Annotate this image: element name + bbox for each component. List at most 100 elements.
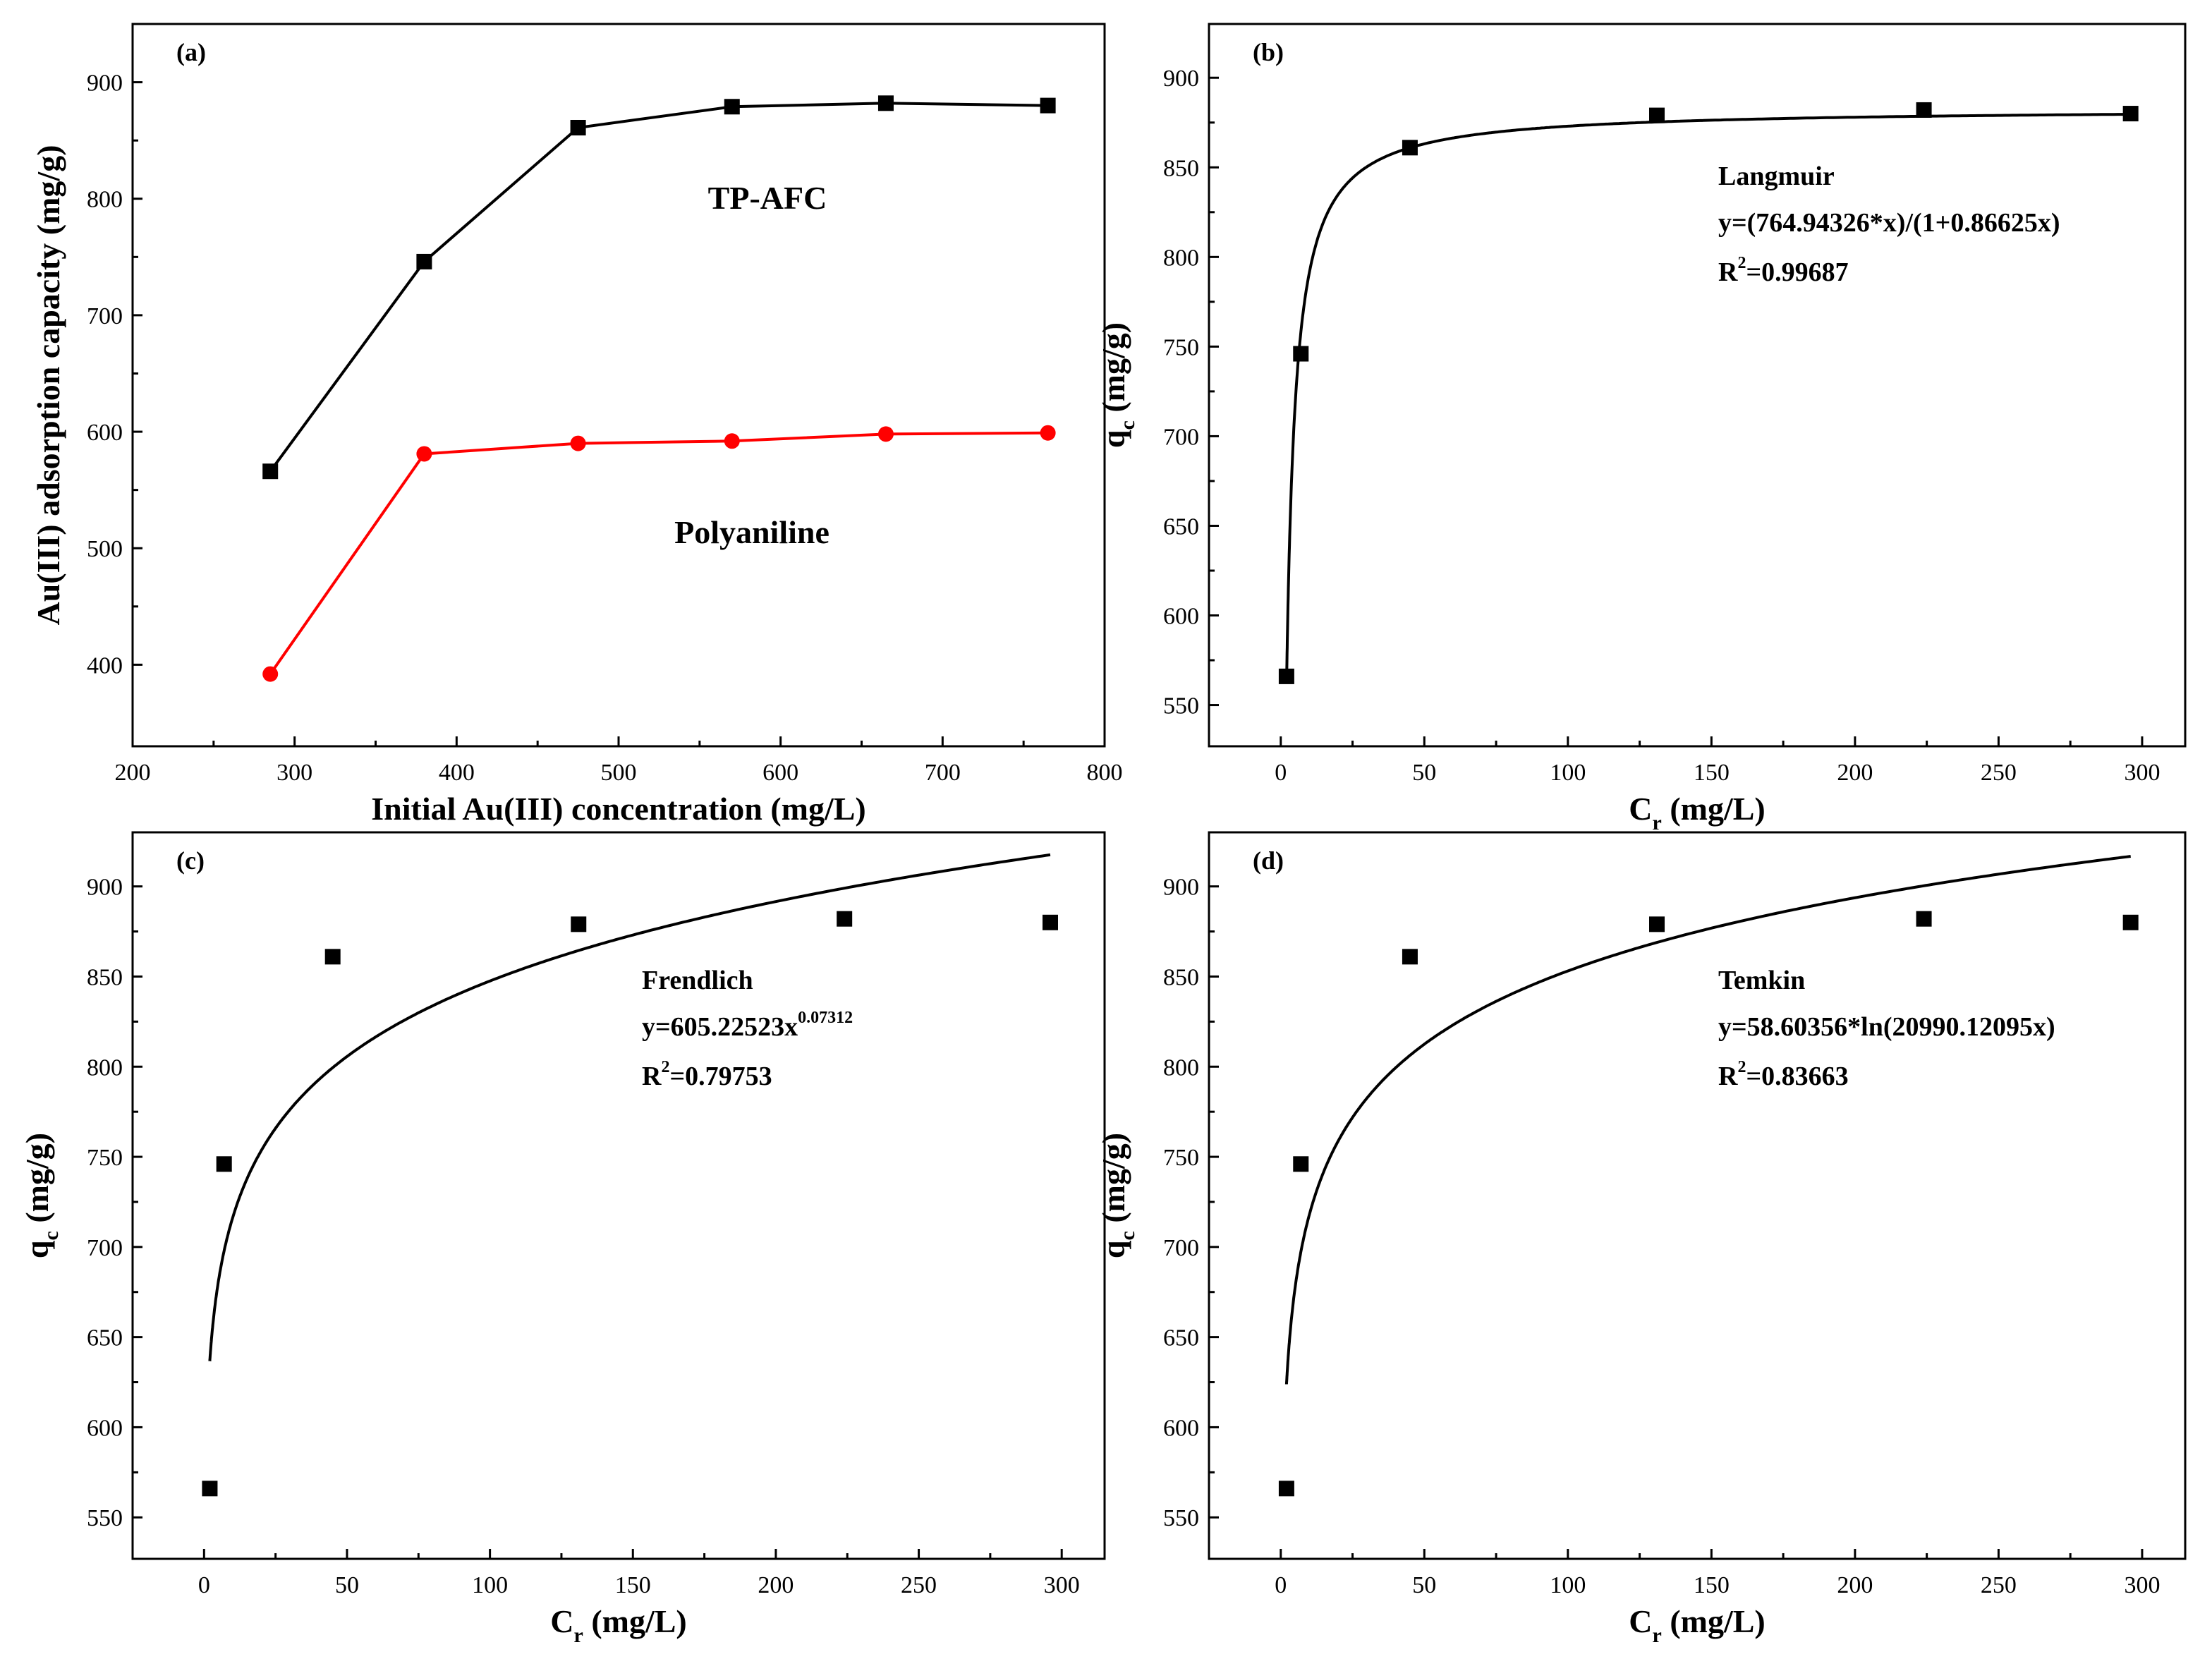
x-tick-label: 600 [762, 760, 798, 786]
x-axis-units: (mg/L) [1662, 791, 1766, 827]
y-axis-symbol: q [1095, 430, 1131, 448]
x-axis-symbol: C [550, 1603, 573, 1639]
x-axis-units: (mg/L) [583, 1603, 687, 1639]
data-point-square [724, 99, 740, 115]
data-point-circle [416, 446, 432, 462]
series-line-polyaniline [269, 431, 1048, 675]
data-point-square [416, 253, 432, 269]
data-point-square [1278, 668, 1294, 684]
x-tick-label: 800 [1087, 760, 1123, 786]
data-point-square [570, 119, 586, 135]
series-label-tp-afc: TP-AFC [708, 180, 827, 216]
fit-r-squared: R2=0.83663 [1718, 1058, 1849, 1091]
y-tick-label: 850 [1163, 964, 1199, 990]
data-point-square [202, 1481, 218, 1497]
fit-r-squared: R2=0.99687 [1718, 254, 1849, 287]
y-axis-units: (mg/g) [1095, 322, 1131, 420]
y-axis-symbol: q [1095, 1240, 1131, 1258]
y-tick-label: 900 [87, 71, 123, 97]
r-squared-value: =0.99687 [1746, 257, 1848, 287]
plot-frame [1208, 831, 2187, 1560]
plot-frame [131, 831, 1106, 1560]
data-point-square [1040, 97, 1056, 114]
y-tick-label: 600 [1163, 1415, 1199, 1441]
x-tick-label: 50 [1412, 1572, 1436, 1598]
y-tick-label: 550 [87, 1505, 123, 1531]
x-axis-title: Initial Au(III) concentration (mg/L) [371, 791, 866, 827]
y-axis-title: qc (mg/g) [19, 1133, 63, 1258]
x-axis-subscript: r [1652, 811, 1661, 834]
data-point-circle [724, 433, 740, 449]
x-axis-symbol: C [1629, 791, 1652, 827]
panel-d: 0 50 100 150 200 250 300 550 600 650 700 750 800 850 9… [1095, 831, 2187, 1647]
data-point-square [1042, 914, 1058, 930]
data-point-square [1649, 916, 1665, 932]
panel-c: 0 50 100 150 200 250 300 550 600 650 700 750 800 850 9… [19, 831, 1106, 1647]
y-tick-label: 800 [1163, 1055, 1199, 1081]
series-line-tp-afc [269, 102, 1048, 473]
fit-model-name: Langmuir [1718, 162, 1835, 191]
panel-label: (b) [1253, 38, 1284, 66]
panel-a: 200 300 400 500 600 700 800 400 500 600 700 800 900 (… [30, 23, 1123, 827]
y-axis-units: (mg/g) [1095, 1133, 1131, 1231]
x-tick-label: 50 [335, 1572, 359, 1598]
data-point-circle [1040, 425, 1056, 441]
fit-equation: y=58.60356*ln(20990.12095x) [1718, 1012, 2055, 1042]
x-tick-label: 150 [615, 1572, 651, 1598]
data-point-square [324, 949, 341, 965]
plot-frame [1208, 23, 2187, 748]
x-axis-title: Cr (mg/L) [1629, 791, 1765, 834]
r-squared-symbol: R [1718, 1062, 1738, 1091]
panel-label: (c) [176, 846, 205, 875]
y-tick-label: 900 [1163, 66, 1199, 92]
panel-b: 0 50 100 150 200 250 300 550 600 650 700 750 800 850 9… [1095, 23, 2187, 834]
x-tick-label: 100 [1550, 1572, 1586, 1598]
r-squared-value: =0.79753 [669, 1062, 772, 1091]
r-squared-symbol: R [1718, 257, 1738, 287]
fit-curve-langmuir [1285, 113, 2131, 679]
y-tick-label: 700 [87, 1235, 123, 1261]
data-point-square [1649, 107, 1665, 123]
y-tick-label: 750 [87, 1145, 123, 1171]
r-squared-exponent: 2 [1737, 1058, 1746, 1076]
y-axis-title: qc (mg/g) [1095, 1133, 1139, 1258]
x-tick-label: 300 [2124, 760, 2160, 786]
data-point-circle [570, 435, 586, 451]
data-point-square [1278, 1481, 1294, 1497]
y-tick-label: 850 [1163, 155, 1199, 181]
y-tick-label: 650 [1163, 514, 1199, 540]
data-point-square [1293, 1156, 1309, 1172]
fit-curve-frendlich [208, 853, 1051, 1362]
data-point-circle [262, 666, 279, 682]
fit-model-name: Frendlich [642, 966, 753, 995]
panel-label: (a) [176, 38, 206, 66]
y-axis-subscript: c [1116, 1231, 1139, 1240]
data-point-square [1402, 949, 1418, 965]
x-tick-label: 700 [925, 760, 961, 786]
data-point-square [1916, 102, 1932, 118]
r-squared-exponent: 2 [1737, 254, 1746, 272]
data-point-square [2122, 914, 2139, 930]
y-tick-label: 550 [1163, 693, 1199, 719]
x-tick-label: 150 [1694, 1572, 1730, 1598]
data-point-square [1293, 346, 1309, 362]
x-tick-label: 400 [439, 760, 475, 786]
y-tick-label: 800 [87, 1055, 123, 1081]
y-tick-label: 650 [1163, 1325, 1199, 1351]
x-tick-label: 250 [1981, 760, 2017, 786]
fit-equation-exponent: 0.07312 [798, 1009, 853, 1027]
y-axis-subscript: c [1116, 420, 1139, 430]
y-tick-label: 550 [1163, 1505, 1199, 1531]
data-point-square [1916, 911, 1932, 927]
y-axis-subscript: c [40, 1231, 63, 1240]
x-axis-symbol: C [1629, 1603, 1652, 1639]
x-tick-label: 300 [1044, 1572, 1080, 1598]
y-tick-label: 800 [1163, 245, 1199, 271]
x-axis-subscript: r [573, 1624, 583, 1647]
y-axis-units: (mg/g) [19, 1133, 55, 1231]
y-tick-label: 600 [1163, 604, 1199, 630]
x-tick-label: 0 [1275, 760, 1287, 786]
x-tick-label: 250 [1981, 1572, 2017, 1598]
y-tick-label: 500 [87, 536, 123, 562]
